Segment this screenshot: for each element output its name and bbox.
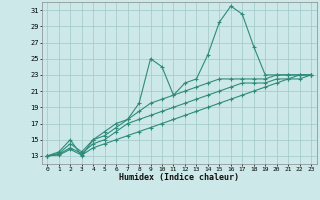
X-axis label: Humidex (Indice chaleur): Humidex (Indice chaleur): [119, 173, 239, 182]
